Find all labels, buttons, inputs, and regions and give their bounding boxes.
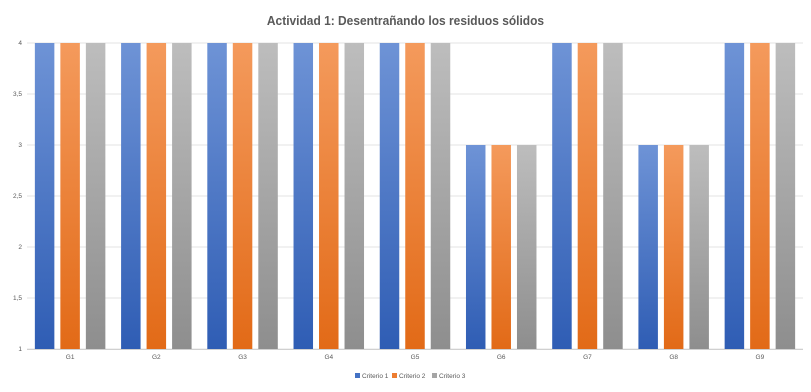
bar (293, 43, 314, 349)
x-tick-label: G2 (152, 354, 161, 361)
legend-label: Criterio 3 (439, 373, 466, 380)
bar (379, 43, 400, 349)
legend-swatch (392, 373, 397, 378)
bar (689, 145, 709, 349)
bar (405, 43, 425, 349)
bar (258, 43, 278, 349)
bar (465, 145, 486, 349)
bar (552, 43, 572, 349)
y-tick-label: 3,5 (13, 91, 22, 98)
bar (146, 43, 167, 349)
legend: Criterio 1 Criterio 2 Criterio 3 (355, 373, 466, 380)
x-tick-label: G8 (669, 354, 678, 361)
x-tick-label: G9 (756, 354, 765, 361)
y-tick-label: 2 (18, 244, 22, 251)
x-tick-label: G3 (238, 354, 247, 361)
x-tick-label: G5 (411, 354, 420, 361)
bar (638, 145, 658, 349)
bar (232, 43, 253, 349)
y-tick-label: 4 (18, 40, 22, 47)
bar (775, 43, 796, 349)
bar (121, 43, 141, 349)
bar (750, 43, 770, 349)
bar (207, 43, 227, 349)
bar (319, 43, 339, 349)
x-tick-label: G4 (324, 354, 333, 361)
y-tick-label: 3 (18, 142, 22, 149)
legend-label: Criterio 1 (362, 373, 389, 380)
bar (516, 145, 537, 349)
legend-swatch (355, 373, 360, 378)
bar (430, 43, 451, 349)
bar (172, 43, 192, 349)
x-tick-label: G1 (66, 354, 75, 361)
bar (85, 43, 106, 349)
bar (60, 43, 80, 349)
x-tick-label: G7 (583, 354, 592, 361)
bar (577, 43, 598, 349)
legend-swatch (432, 373, 437, 378)
y-tick-label: 1 (18, 346, 22, 353)
bars (34, 43, 796, 349)
bar (603, 43, 623, 349)
y-tick-label: 2,5 (13, 193, 22, 200)
bar (663, 145, 684, 349)
bar (344, 43, 365, 349)
x-tick-label: G6 (497, 354, 506, 361)
bar (724, 43, 745, 349)
bar (34, 43, 55, 349)
y-tick-label: 1,5 (13, 295, 22, 302)
legend-label: Criterio 2 (399, 373, 426, 380)
chart-title: Actividad 1: Desentrañando los residuos … (266, 13, 545, 28)
axes: 1 1,5 2 2,5 3 3,5 4 G1 G2 G3 G4 G5 G6 G7 G8 G9 (13, 40, 803, 361)
bar (491, 145, 511, 349)
